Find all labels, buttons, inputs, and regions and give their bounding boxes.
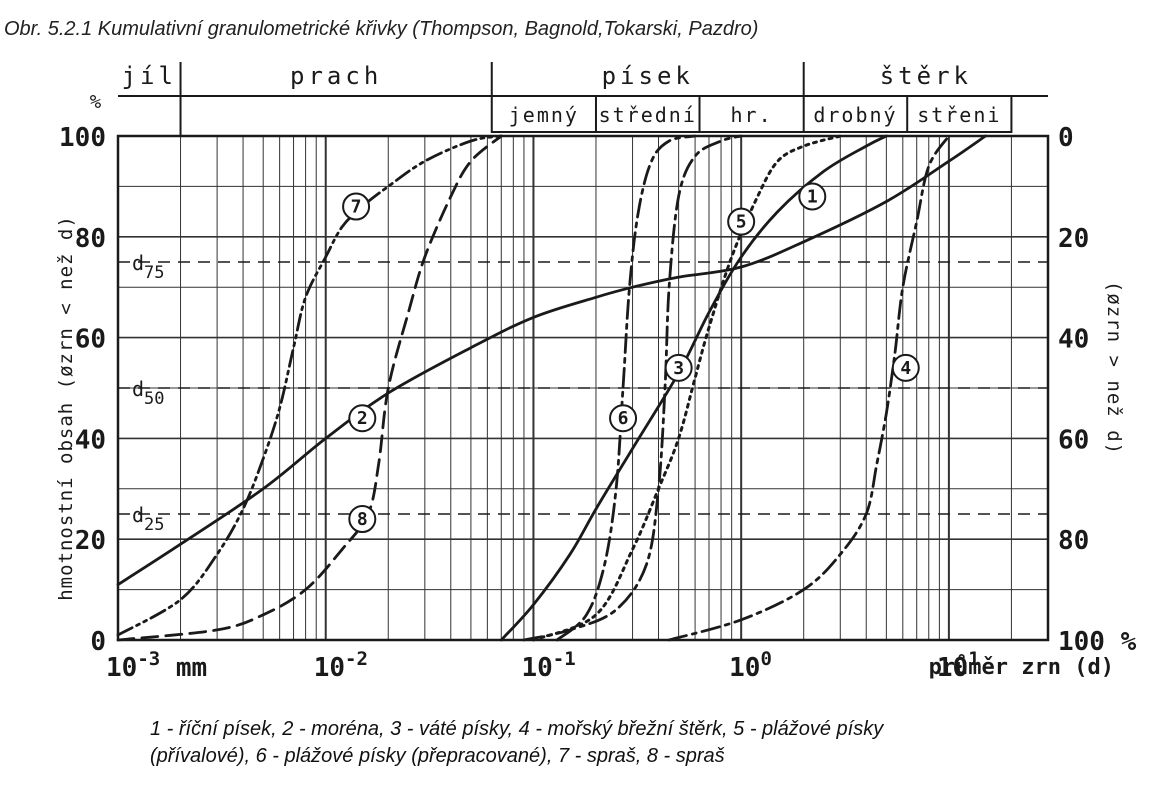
reference-label-d75: d75 [132, 251, 165, 283]
series-line-7 [116, 134, 503, 637]
series-badge-5 [727, 207, 756, 236]
series-badge-1 [798, 182, 827, 211]
granulometric-chart: jíl prach písek štěrk jemný střední hr. drobný s… [55, 62, 1137, 683]
series-badge-label-5: 5 [736, 212, 747, 233]
class-label-3: štěrk [880, 62, 972, 90]
series-line-6 [555, 134, 697, 642]
figure-caption: Obr. 5.2.1 Kumulativní granulometrické k… [4, 18, 759, 40]
y-tick-label: 60 [75, 325, 106, 355]
class-label-2: písek [602, 62, 694, 90]
subclass-label-1: střední [599, 103, 697, 127]
series-badge-4 [891, 353, 920, 382]
legend-line-2: (přívalové), 6 - plážové písky (přepraco… [150, 745, 725, 767]
x-tick-label: 10-3 mm [106, 648, 207, 683]
subclass-label-0: jemný [509, 103, 579, 127]
series-badge-8 [348, 505, 377, 534]
series-badge-label-3: 3 [673, 358, 684, 379]
subclass-box [490, 95, 1013, 133]
x-tick-label: 10-1 [521, 648, 575, 683]
y-tick-label: 20 [75, 526, 106, 556]
series-badge-6 [609, 404, 638, 433]
subclass-label-4: střeni [917, 103, 1001, 127]
series-badge-label-7: 7 [351, 197, 362, 218]
y-tick-label: 100 [59, 123, 106, 153]
series-line-8 [116, 134, 503, 642]
series-line-2 [116, 134, 987, 586]
series-badge-label-2: 2 [357, 408, 368, 429]
series-line-1 [499, 134, 888, 642]
class-label-0: jíl [122, 62, 177, 90]
reference-label-d25: d25 [132, 503, 165, 535]
class-label-1: prach [290, 62, 382, 90]
series-badge-label-6: 6 [618, 408, 629, 429]
series-line-4 [667, 134, 951, 642]
x-tick-label: 10-2 [314, 648, 368, 683]
series-line-3 [522, 134, 743, 642]
x-tick-label: 100 [729, 648, 772, 683]
y-tick-label: 0 [90, 627, 106, 657]
y-tick-label: 80 [75, 224, 106, 254]
legend-line-1: 1 - říční písek, 2 - moréna, 3 - váté pí… [150, 718, 884, 740]
y-right-tick-label: 60 [1058, 425, 1089, 455]
x-axis-title: průměr zrn (d) [929, 654, 1114, 680]
series-badge-7 [342, 192, 371, 221]
y-right-tick-label: 100 % [1058, 627, 1137, 657]
figure-legend: 1 - říční písek, 2 - moréna, 3 - váté pí… [150, 716, 1110, 770]
y-tick-label: 40 [75, 425, 106, 455]
y-right-tick-label: 80 [1058, 526, 1089, 556]
y-right-tick-label: 0 [1058, 123, 1074, 153]
x-tick-label: 101 [937, 648, 980, 683]
series-badge-2 [348, 404, 377, 433]
series-badge-label-4: 4 [900, 358, 911, 379]
y-unit-label: % [90, 91, 102, 113]
series-badge-label-1: 1 [807, 186, 818, 207]
subclass-label-2: hr. [731, 103, 773, 127]
subclass-label-3: drobný [813, 103, 897, 127]
y-axis-title: hmotnostní obsah (øzrn < než d) [55, 215, 77, 601]
series-badge-label-8: 8 [357, 509, 368, 530]
y-right-tick-label: 40 [1058, 325, 1089, 355]
reference-label-d50: d50 [132, 377, 165, 409]
series-group: 1 2 3 4 5 6 7 8 [116, 134, 987, 642]
y-right-axis-title: (øzrn > než d) [1103, 281, 1125, 455]
series-line-5 [531, 134, 842, 642]
y-right-tick-label: 20 [1058, 224, 1089, 254]
series-badge-3 [664, 353, 693, 382]
